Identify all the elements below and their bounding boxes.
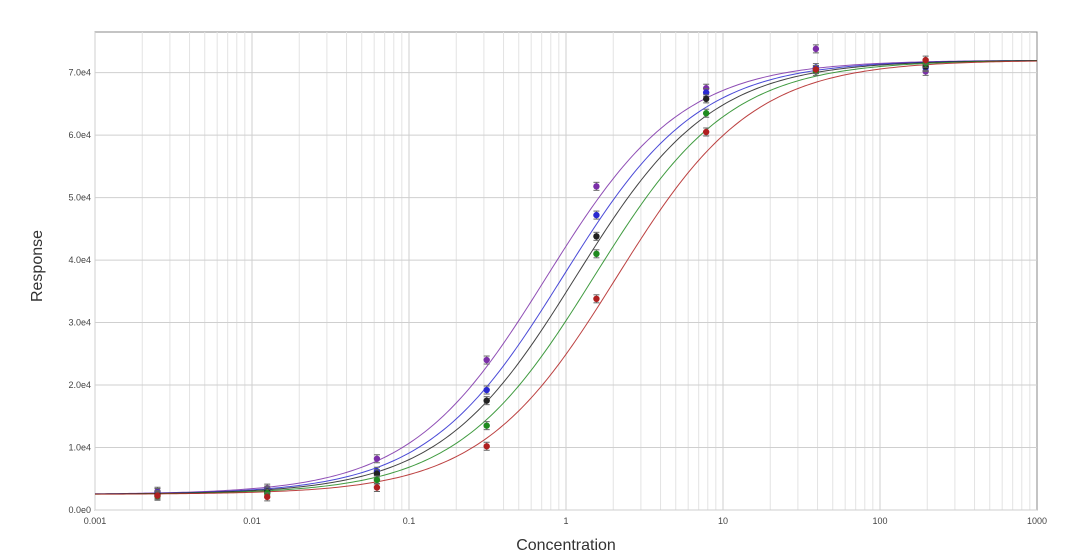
data-points	[154, 44, 929, 502]
x-tick-label: 100	[872, 516, 887, 526]
y-tick-labels: 0.0e0 1.0e4 2.0e4 3.0e4 4.0e4 5.0e4 6.0e4 7.0e4	[68, 68, 91, 515]
data-point	[702, 95, 710, 103]
fit-curve	[94, 60, 1038, 495]
data-point	[702, 128, 710, 136]
grid-lines	[94, 32, 1037, 511]
y-tick-label: 1.0e4	[68, 443, 91, 453]
x-tick-label: 0.1	[403, 516, 416, 526]
data-point	[812, 45, 820, 53]
x-tick-labels: 0.001 0.01 0.1 1 10 100 1000	[84, 516, 1047, 526]
y-axis-title: Response	[29, 230, 46, 302]
data-point	[593, 183, 600, 190]
y-tick-label: 2.0e4	[68, 380, 91, 390]
x-tick-label: 10	[718, 516, 728, 526]
data-point	[373, 484, 381, 491]
x-tick-label: 0.01	[243, 516, 261, 526]
data-point	[373, 455, 381, 462]
fit-curve	[94, 60, 1038, 495]
data-point	[483, 422, 490, 429]
data-point	[593, 295, 600, 303]
fit-curves	[94, 59, 1038, 495]
fit-curve	[94, 60, 1038, 495]
data-point	[483, 443, 490, 450]
x-tick-label: 1000	[1027, 516, 1047, 526]
data-point	[702, 89, 710, 96]
y-tick-label: 3.0e4	[68, 318, 91, 328]
data-point	[483, 356, 490, 364]
data-point	[483, 386, 490, 394]
y-tick-label: 0.0e0	[68, 505, 91, 515]
data-point	[373, 476, 381, 484]
x-tick-label: 0.001	[84, 516, 107, 526]
y-tick-label: 7.0e4	[68, 68, 91, 78]
x-tick-label: 1	[563, 516, 568, 526]
data-point	[922, 56, 929, 64]
data-point	[812, 66, 820, 73]
x-axis-title: Concentration	[516, 537, 616, 554]
fit-curve	[94, 59, 1038, 495]
y-tick-label: 4.0e4	[68, 255, 91, 265]
y-tick-label: 6.0e4	[68, 130, 91, 140]
data-point	[593, 233, 600, 240]
data-point	[593, 250, 600, 258]
data-point	[154, 492, 161, 499]
data-point	[264, 493, 271, 501]
y-tick-label: 5.0e4	[68, 193, 91, 203]
fit-curve	[94, 60, 1038, 495]
data-point	[483, 397, 490, 404]
data-point	[373, 470, 381, 477]
data-point	[702, 110, 710, 117]
data-point	[593, 211, 600, 219]
